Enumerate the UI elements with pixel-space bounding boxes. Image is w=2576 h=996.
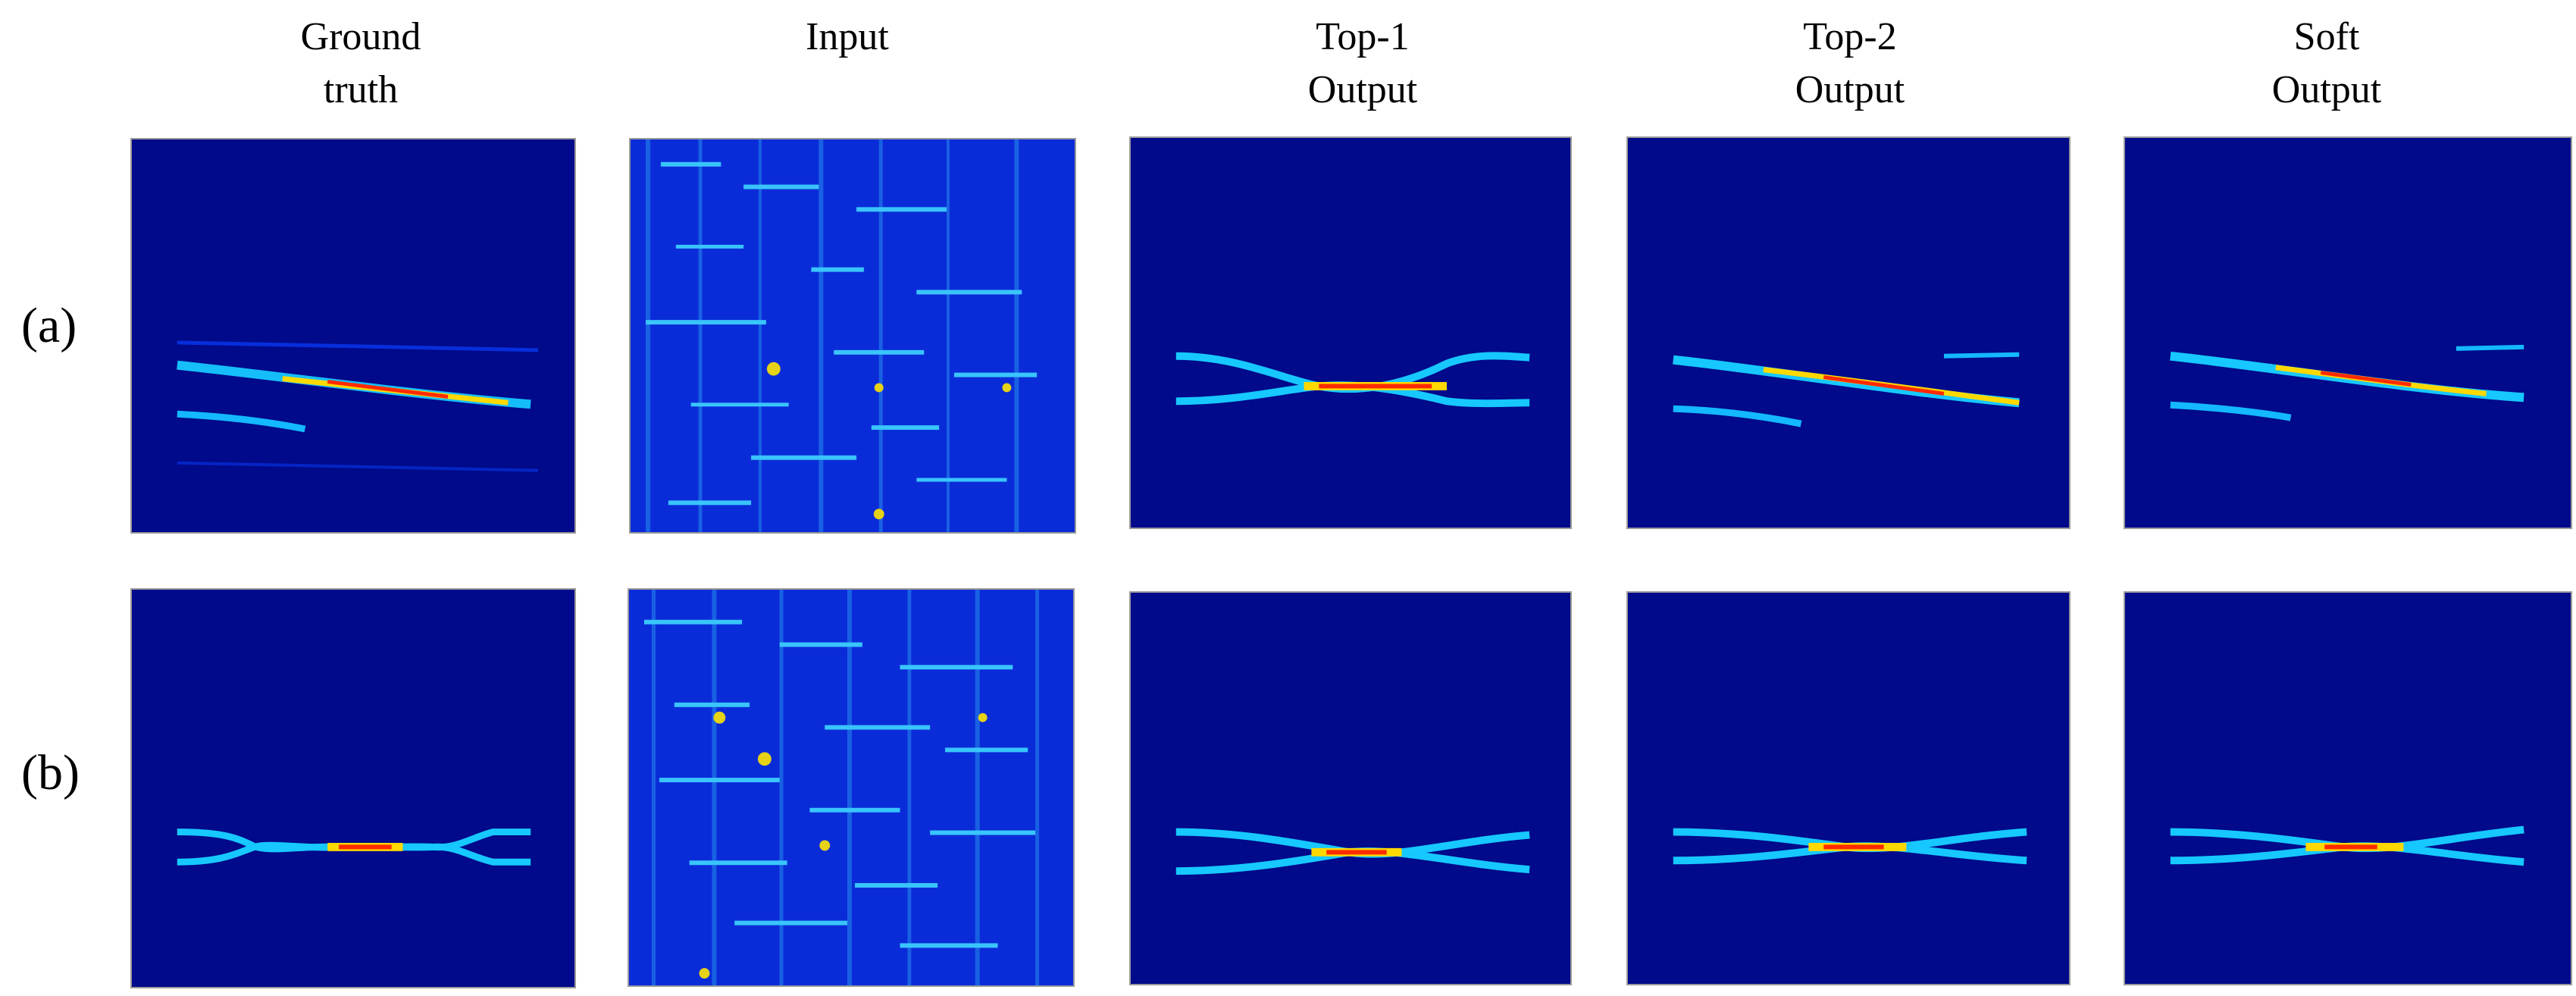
column-header-line2: truth [323,68,399,111]
column-header-line1: Top-2 [1803,15,1897,58]
panel-top1-output-b [1129,591,1572,985]
panel-soft-output-a [2124,136,2572,529]
noisy-input-image [646,139,1038,532]
column-header-line1: Soft [2293,15,2360,58]
column-header-top1-output: Top-1 Output [1135,11,1590,117]
panel-top2-output-b [1626,591,2071,985]
spectrogram-image [2170,825,2524,866]
column-header-line1: Ground [300,15,421,58]
row-label-b: (b) [21,745,80,800]
spectrogram-traces [1175,352,1530,408]
panel-soft-output-b [2124,591,2572,985]
spectrogram-image [1175,828,1530,875]
column-header-ground-truth: Ground truth [133,11,588,117]
spectrogram-traces [177,828,531,866]
column-header-top2-output: Top-2 Output [1623,11,2077,117]
panel-input-b [628,588,1075,987]
spectrogram-traces [2170,825,2524,866]
column-header-line2: Output [2271,68,2382,111]
spectrogram-image [1673,828,2027,865]
row-label-a: (a) [21,298,77,353]
noisy-input-image [644,590,1040,985]
column-header-line2: Output [1307,68,1418,111]
spectrogram-image [1673,352,2020,428]
spectrogram-image [2170,344,2524,421]
column-header-line1: Input [806,15,889,58]
column-header-soft-output: Soft Output [2099,11,2554,117]
noise-pattern [646,139,1038,532]
noise-pattern [644,590,1040,985]
column-header-line1: Top-1 [1316,15,1410,58]
spectrogram-image [177,340,539,472]
panel-top1-output-a [1129,136,1572,529]
spectrogram-traces [1673,828,2027,865]
spectrogram-image [1175,352,1530,408]
spectrogram-traces [177,340,539,472]
panel-input-a [629,138,1076,534]
spectrogram-image [177,828,531,866]
spectrogram-traces [2170,344,2524,421]
panel-top2-output-a [1626,136,2071,529]
spectrogram-traces [1673,352,2020,428]
spectrogram-traces [1175,828,1530,875]
column-header-input: Input [620,11,1075,64]
panel-ground-truth-b [130,588,576,988]
panel-ground-truth-a [130,138,576,534]
column-header-line2: Output [1795,68,1905,111]
